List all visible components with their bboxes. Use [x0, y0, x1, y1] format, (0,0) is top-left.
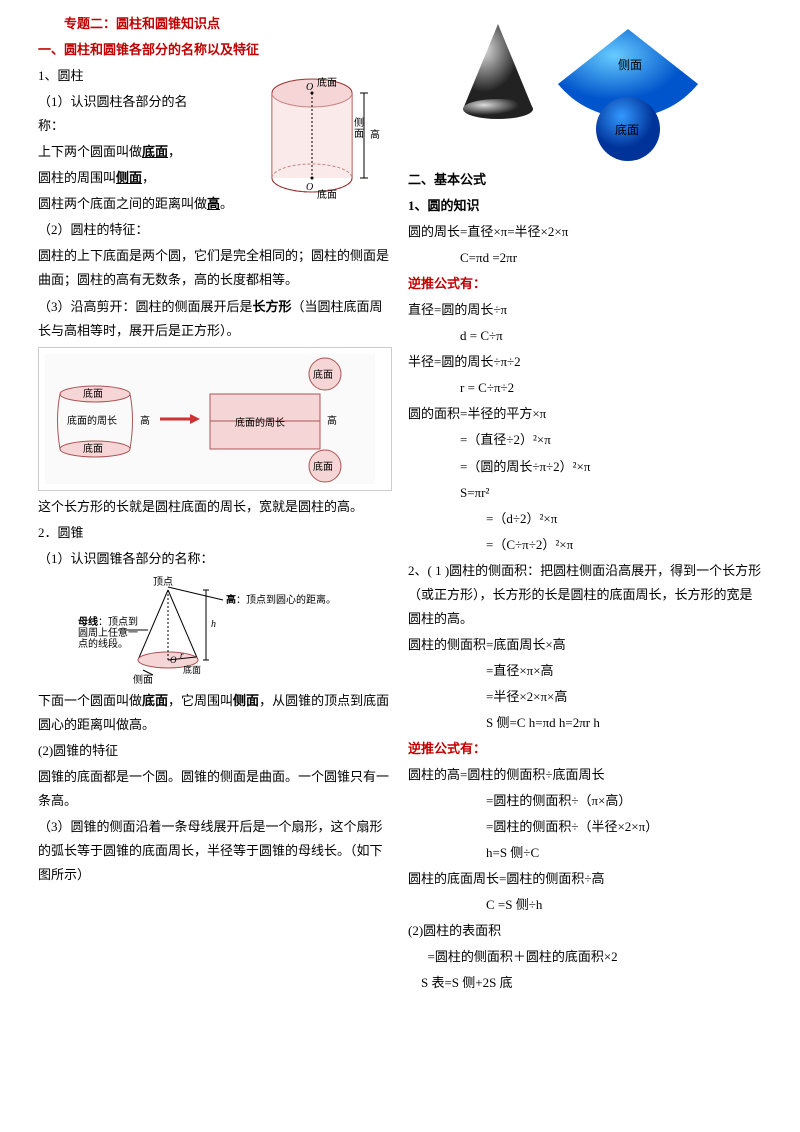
r20: 逆推公式有：	[408, 737, 762, 761]
section2-heading: 二、基本公式	[408, 168, 762, 192]
para-2: （1）认识圆柱各部分的名称：	[38, 90, 208, 138]
r11: =（圆的周长÷π÷2）²×π	[408, 455, 762, 479]
cone-diagram: 顶点 h O r 高：顶点到圆心的距离。 母线：顶点到 圆周上任意一 点的线段。…	[38, 575, 392, 685]
r19: S 侧=C h=πd h=2πr h	[408, 711, 762, 735]
r23: =圆柱的侧面积÷（半径×2×π）	[408, 815, 762, 839]
para-8: （3）沿高剪开：圆柱的侧面展开后是长方形（当圆柱底面周长与高相等时，展开后是正方…	[38, 295, 392, 343]
svg-text:底面: 底面	[83, 442, 103, 455]
svg-text:底面: 底面	[183, 664, 201, 675]
cyl-top-label: 底面	[317, 76, 337, 89]
r2: 圆的周长=直径×π=半径×2×π	[408, 220, 762, 244]
svg-text:高: 高	[327, 414, 337, 427]
para-13: (2)圆锥的特征	[38, 739, 392, 763]
svg-text:O: O	[306, 182, 313, 193]
para-6: （2）圆柱的特征：	[38, 218, 392, 242]
para-7: 圆柱的上下底面是两个圆，它们是完全相同的；圆柱的侧面是曲面；圆柱的高有无数条，高…	[38, 244, 392, 292]
r4: 逆推公式有：	[408, 272, 762, 296]
para-10: 2．圆锥	[38, 521, 392, 545]
r16: 圆柱的侧面积=底面周长×高	[408, 633, 762, 657]
svg-text:侧面: 侧面	[133, 673, 153, 685]
r21: 圆柱的高=圆柱的侧面积÷底面周长	[408, 763, 762, 787]
svg-text:底面的周长: 底面的周长	[67, 414, 117, 427]
svg-text:顶点: 顶点	[153, 576, 173, 588]
r17: =直径×π×高	[408, 659, 762, 683]
r24: h=S 侧÷C	[408, 841, 762, 865]
para-11: （1）认识圆锥各部分的名称：	[38, 547, 392, 571]
cyl-height-label: 高	[370, 128, 380, 141]
cyl-side-label: 侧面	[354, 116, 364, 140]
r12: S=πr²	[408, 481, 762, 505]
svg-text:O: O	[306, 82, 313, 93]
cone-unfold-diagram: 侧面 底面	[408, 14, 762, 164]
svg-text:侧面: 侧面	[618, 58, 642, 72]
r7: 半径=圆的周长÷π÷2	[408, 350, 762, 374]
r25: 圆柱的底面周长=圆柱的侧面积÷高	[408, 867, 762, 891]
left-column: 专题二：圆柱和圆锥知识点 一、圆柱和圆锥各部分的名称以及特征 1、圆柱 （1）认…	[30, 10, 400, 1122]
r22: =圆柱的侧面积÷（π×高）	[408, 789, 762, 813]
svg-text:底面: 底面	[313, 368, 333, 381]
svg-text:底面: 底面	[313, 460, 333, 473]
svg-text:圆周上任意一: 圆周上任意一	[78, 626, 138, 639]
cylinder-unfold-diagram: 底面 底面的周长 底面 高 底面的周长 高 底面 底面	[38, 347, 392, 491]
r18: =半径×2×π×高	[408, 685, 762, 709]
r10: =（直径÷2）²×π	[408, 428, 762, 452]
r9: 圆的面积=半径的平方×π	[408, 402, 762, 426]
para-14: 圆锥的底面都是一个圆。圆锥的侧面是曲面。一个圆锥只有一条高。	[38, 765, 392, 813]
r5: 直径=圆的周长÷π	[408, 298, 762, 322]
svg-text:底面的周长: 底面的周长	[235, 416, 285, 429]
r8: r = C÷π÷2	[408, 376, 762, 400]
right-column: 侧面 底面 二、基本公式 1、圆的知识 圆的周长=直径×π=半径×2×π C=π…	[400, 10, 770, 1122]
r15: 2、( 1 )圆柱的侧面积：把圆柱侧面沿高展开，得到一个长方形（或正方形），长方…	[408, 559, 762, 631]
cyl-bottom-label: 底面	[317, 188, 337, 201]
r27: (2)圆柱的表面积	[408, 919, 762, 943]
title: 专题二：圆柱和圆锥知识点	[38, 12, 392, 36]
svg-text:母线：顶点到: 母线：顶点到	[78, 615, 138, 628]
r13: =（d÷2）²×π	[408, 507, 762, 531]
svg-text:底面: 底面	[83, 387, 103, 400]
svg-text:高: 高	[140, 414, 150, 427]
para-9: 这个长方形的长就是圆柱底面的周长，宽就是圆柱的高。	[38, 495, 392, 519]
para-1: 1、圆柱	[38, 64, 208, 88]
r3: C=πd =2πr	[408, 246, 762, 270]
svg-text:点的线段。: 点的线段。	[78, 637, 128, 650]
r28: =圆柱的侧面积＋圆柱的底面积×2	[408, 945, 762, 969]
svg-text:底面: 底面	[615, 122, 639, 137]
cylinder-diagram: O O 底面 底面 侧面 高	[252, 68, 392, 208]
svg-text:高：顶点到圆心的距离。: 高：顶点到圆心的距离。	[226, 593, 336, 606]
r6: d = C÷π	[408, 324, 762, 348]
para-15: （3）圆锥的侧面沿着一条母线展开后是一个扇形，这个扇形的弧长等于圆锥的底面周长，…	[38, 815, 392, 887]
r29: S 表=S 侧+2S 底	[408, 971, 762, 995]
section1-heading: 一、圆柱和圆锥各部分的名称以及特征	[38, 38, 392, 62]
svg-text:h: h	[211, 619, 216, 630]
para-3: 上下两个圆面叫做底面，	[38, 140, 208, 164]
r1: 1、圆的知识	[408, 194, 762, 218]
para-4: 圆柱的周围叫侧面，	[38, 166, 208, 190]
r14: =（C÷π÷2）²×π	[408, 533, 762, 557]
r26: C =S 侧÷h	[408, 893, 762, 917]
para-12: 下面一个圆面叫做底面，它周围叫侧面，从圆锥的顶点到底面圆心的距离叫做高。	[38, 689, 392, 737]
